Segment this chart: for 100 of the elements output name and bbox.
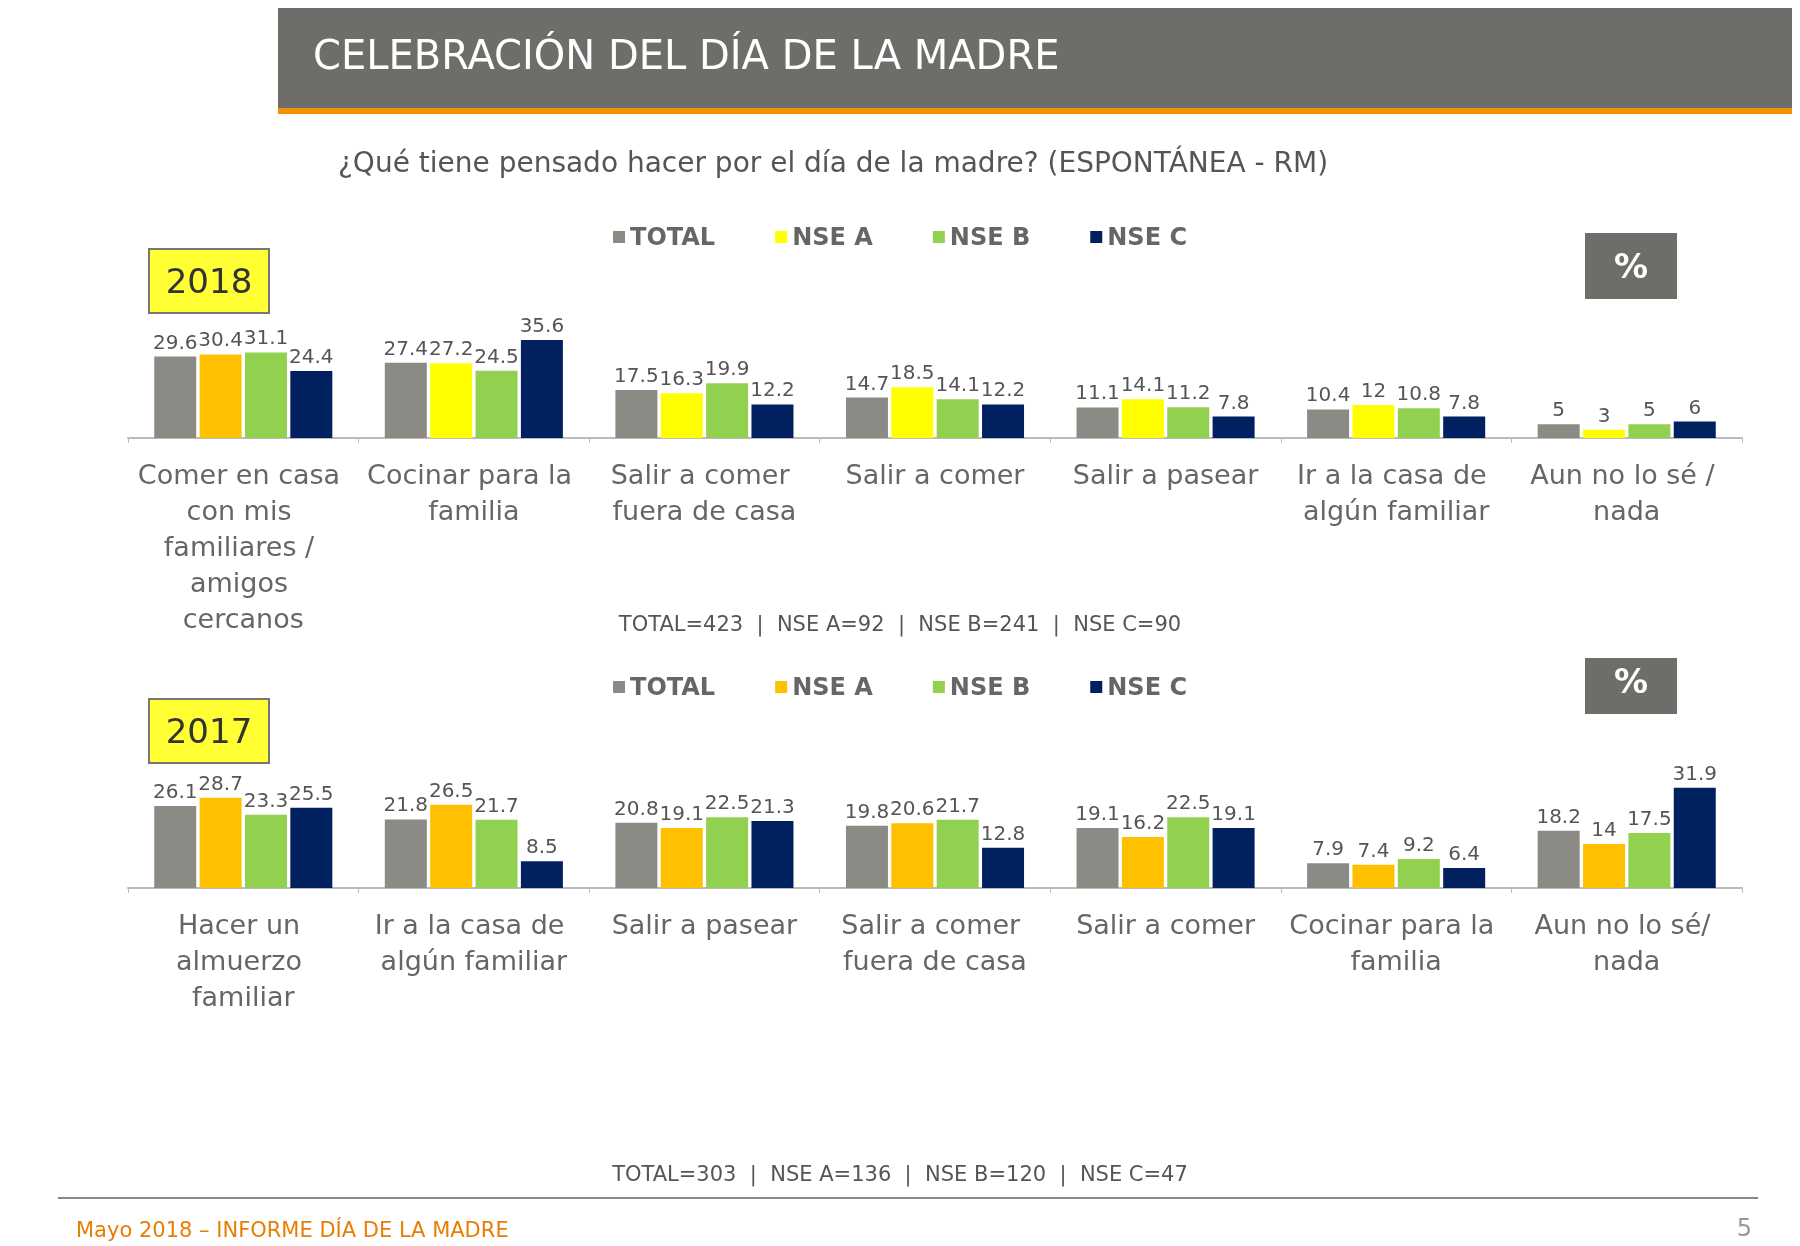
bar bbox=[615, 389, 658, 438]
data-label: 31.1 bbox=[243, 325, 289, 350]
bar bbox=[475, 819, 518, 888]
data-label: 14.1 bbox=[1120, 372, 1166, 397]
bar bbox=[290, 370, 333, 438]
x-tick-label: Cocinar para la familia bbox=[1289, 908, 1503, 976]
data-label: 21.7 bbox=[474, 792, 519, 817]
bar bbox=[1628, 833, 1671, 888]
data-label: 7.4 bbox=[1357, 837, 1390, 862]
data-label: 26.1 bbox=[152, 778, 198, 803]
data-label: 7.9 bbox=[1312, 836, 1345, 861]
bar bbox=[1583, 844, 1626, 888]
data-label: 35.6 bbox=[519, 313, 565, 338]
bar bbox=[1397, 408, 1440, 438]
legend-label: NSE A bbox=[792, 223, 874, 251]
legend-label: TOTAL bbox=[630, 223, 716, 251]
text: TOTAL=423 | NSE A=92 | NSE B=241 | NSE C=90 bbox=[617, 611, 1182, 637]
data-label: 19.1 bbox=[1211, 800, 1256, 825]
data-label: 29.6 bbox=[152, 329, 198, 354]
bar bbox=[706, 383, 749, 438]
bar bbox=[244, 352, 287, 438]
data-label: 14.1 bbox=[935, 372, 980, 397]
x-tick-label: Salir a comer fuera de casa bbox=[610, 458, 799, 526]
bar bbox=[1443, 867, 1486, 888]
data-label: 17.5 bbox=[614, 362, 659, 387]
text: 2018 bbox=[165, 261, 253, 301]
data-label: 25.5 bbox=[289, 780, 334, 805]
bar bbox=[520, 340, 563, 438]
text: % bbox=[1613, 661, 1649, 701]
text: TOTAL=303 | NSE A=136 | NSE B=120 | NSE C=47 bbox=[611, 1161, 1188, 1187]
x-tick-label: Comer en casa con mis familiares / amigos cercanos bbox=[137, 458, 349, 634]
bar bbox=[936, 819, 979, 888]
bar bbox=[1307, 863, 1350, 888]
bar bbox=[982, 847, 1025, 888]
data-label: 18.5 bbox=[890, 360, 935, 385]
bar bbox=[936, 399, 979, 438]
x-tick-label: Salir a comer bbox=[845, 458, 1026, 490]
data-label: 21.8 bbox=[383, 792, 429, 817]
bar bbox=[430, 363, 473, 438]
legend-label: NSE C bbox=[1107, 673, 1187, 701]
data-label: 24.5 bbox=[474, 343, 519, 368]
text: % bbox=[1613, 246, 1649, 286]
bar bbox=[1121, 399, 1164, 438]
chart-subtitle: ¿Qué tiene pensado hacer por el día de la madre? (ESPONTÁNEA - RM) bbox=[338, 144, 1329, 179]
bar bbox=[1537, 830, 1580, 888]
text: Mayo 2018 – INFORME DÍA DE LA MADRE bbox=[76, 1216, 509, 1242]
x-tick-label: Salir a comer bbox=[1076, 908, 1256, 940]
data-label: 5 bbox=[1643, 397, 1656, 422]
data-label: 19.1 bbox=[1075, 800, 1120, 825]
data-label: 21.7 bbox=[935, 792, 980, 817]
bar bbox=[475, 370, 518, 438]
legend-label: NSE C bbox=[1107, 223, 1187, 251]
data-label: 14 bbox=[1591, 817, 1617, 841]
bar bbox=[845, 397, 888, 438]
x-tick-label: Cocinar para la familia bbox=[367, 458, 581, 526]
chart-title: CELEBRACIÓN DEL DÍA DE LA MADRE bbox=[313, 31, 1060, 78]
text: 5 bbox=[1736, 1214, 1753, 1242]
data-label: 9.2 bbox=[1402, 832, 1435, 857]
x-tick-label: Hacer un almuerzo familiar bbox=[176, 908, 311, 1012]
legend-label: NSE A bbox=[792, 673, 874, 701]
bar bbox=[1352, 405, 1395, 438]
data-label: 22.5 bbox=[1165, 790, 1211, 815]
data-label: 31.9 bbox=[1672, 760, 1718, 785]
data-label: 22.5 bbox=[704, 790, 750, 815]
data-label: 27.2 bbox=[428, 336, 474, 361]
data-label: 8.5 bbox=[525, 834, 558, 859]
bar bbox=[1628, 424, 1671, 438]
bar bbox=[430, 804, 473, 888]
x-tick-label: Aun no lo sé / nada bbox=[1530, 458, 1724, 526]
bar bbox=[615, 822, 658, 888]
data-label: 30.4 bbox=[198, 327, 243, 352]
data-label: 6.4 bbox=[1448, 840, 1481, 865]
bar bbox=[1076, 407, 1119, 438]
bar bbox=[244, 814, 287, 888]
bar bbox=[891, 823, 934, 888]
bar bbox=[1307, 409, 1350, 438]
data-label: 27.4 bbox=[383, 335, 429, 360]
x-tick-label: Salir a comer fuera de casa bbox=[841, 908, 1029, 976]
x-tick-label: Ir a la casa de algún familiar bbox=[1296, 458, 1496, 526]
bar bbox=[845, 825, 888, 888]
bar bbox=[520, 861, 563, 888]
bar bbox=[154, 805, 197, 888]
data-label: 7.8 bbox=[1217, 389, 1250, 414]
text: 2017 bbox=[165, 711, 253, 751]
data-label: 12.8 bbox=[980, 820, 1026, 845]
data-label: 12 bbox=[1360, 378, 1387, 402]
data-label: 17.5 bbox=[1627, 806, 1672, 830]
bar bbox=[1167, 817, 1210, 888]
data-label: 19.8 bbox=[844, 798, 890, 823]
bar bbox=[1537, 424, 1580, 438]
legend-label: TOTAL bbox=[630, 673, 716, 701]
data-label: 19.9 bbox=[704, 356, 750, 381]
bar bbox=[1583, 429, 1626, 438]
data-label: 19.1 bbox=[659, 800, 705, 825]
data-label: 20.8 bbox=[614, 795, 659, 820]
bar bbox=[1443, 416, 1486, 438]
bar bbox=[199, 354, 242, 438]
legend-label: NSE B bbox=[949, 673, 1031, 701]
bar bbox=[660, 827, 703, 888]
bar bbox=[199, 797, 242, 888]
